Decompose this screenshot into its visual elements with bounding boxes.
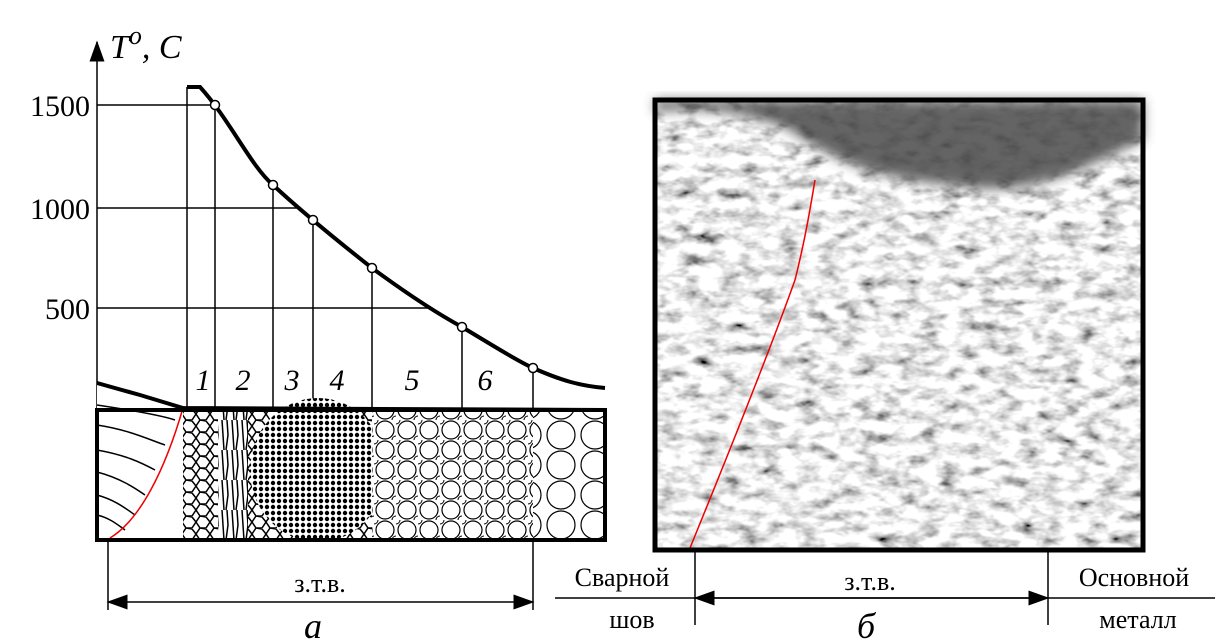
axis-label: To, C: [110, 21, 182, 66]
tick-label: 1500: [30, 90, 90, 123]
plate: [97, 383, 605, 542]
weld-label: шов: [609, 605, 654, 634]
zone-label: 5: [405, 364, 420, 397]
zone-label: 3: [284, 364, 300, 397]
tick-label: 1000: [30, 193, 90, 226]
caption: а: [304, 606, 322, 644]
zone-label: 6: [478, 364, 493, 397]
zone-label: 4: [330, 364, 345, 397]
dimension-label: з.т.в.: [844, 567, 895, 596]
weld-label: Сварной: [575, 563, 670, 592]
axis-unit: , C: [142, 29, 182, 66]
tick-label: 500: [45, 293, 90, 326]
panel-a: To, C 1500 1000 500: [30, 21, 605, 644]
base-metal-label: Основной: [1079, 563, 1189, 592]
zone-label: 2: [236, 364, 251, 397]
zone-label: 1: [196, 364, 211, 397]
caption: б: [857, 606, 877, 644]
axis-degree: o: [129, 21, 142, 50]
figure: To, C 1500 1000 500: [0, 0, 1217, 644]
dimension-label: з.т.в.: [294, 569, 345, 598]
curve-points: [211, 101, 538, 373]
base-metal-label: металл: [1099, 605, 1176, 634]
temperature-curve: [187, 87, 605, 388]
axis-symbol: T: [110, 29, 131, 66]
panel-b: Сварной шов з.т.в. Основной металл б: [555, 100, 1215, 644]
